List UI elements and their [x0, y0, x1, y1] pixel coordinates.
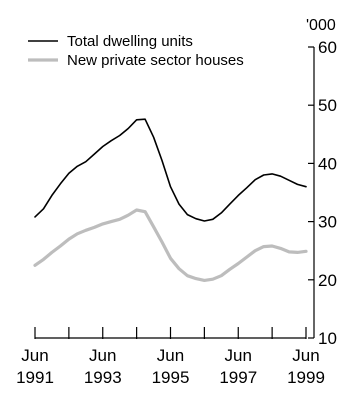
- y-tick-label: 60: [318, 38, 337, 57]
- y-tick-label: 10: [318, 329, 337, 348]
- y-tick-label: 30: [318, 213, 337, 232]
- axis-layer: Jun 1991 Jun 1993 Jun 1995 Jun 1997 Jun 1999 10 20 3…: [16, 17, 337, 387]
- x-tick-label-year: 1993: [84, 368, 122, 387]
- x-tick-label-year: 1995: [152, 368, 190, 387]
- y-tick-label: 20: [318, 271, 337, 290]
- legend: Total dwelling units New private sector h…: [28, 33, 244, 69]
- x-tick-label-month: Jun: [157, 346, 184, 365]
- y-tick-label: 40: [318, 154, 337, 173]
- x-tick-label-month: Jun: [292, 346, 319, 365]
- y-unit-label: '000: [306, 17, 336, 34]
- series-line-1: [34, 118, 307, 222]
- y-tick-label: 50: [318, 96, 337, 115]
- x-tick-label-month: Jun: [21, 346, 48, 365]
- x-tick-label-year: 1999: [287, 368, 325, 387]
- series-line-2: [33, 208, 308, 282]
- x-tick-label-month: Jun: [225, 346, 252, 365]
- series-layer: [33, 118, 308, 282]
- x-tick-label-month: Jun: [89, 346, 116, 365]
- legend-label-2: New private sector houses: [67, 52, 244, 69]
- legend-label-1: Total dwelling units: [67, 33, 193, 50]
- x-tick-label-year: 1997: [219, 368, 257, 387]
- x-tick-label-year: 1991: [16, 368, 54, 387]
